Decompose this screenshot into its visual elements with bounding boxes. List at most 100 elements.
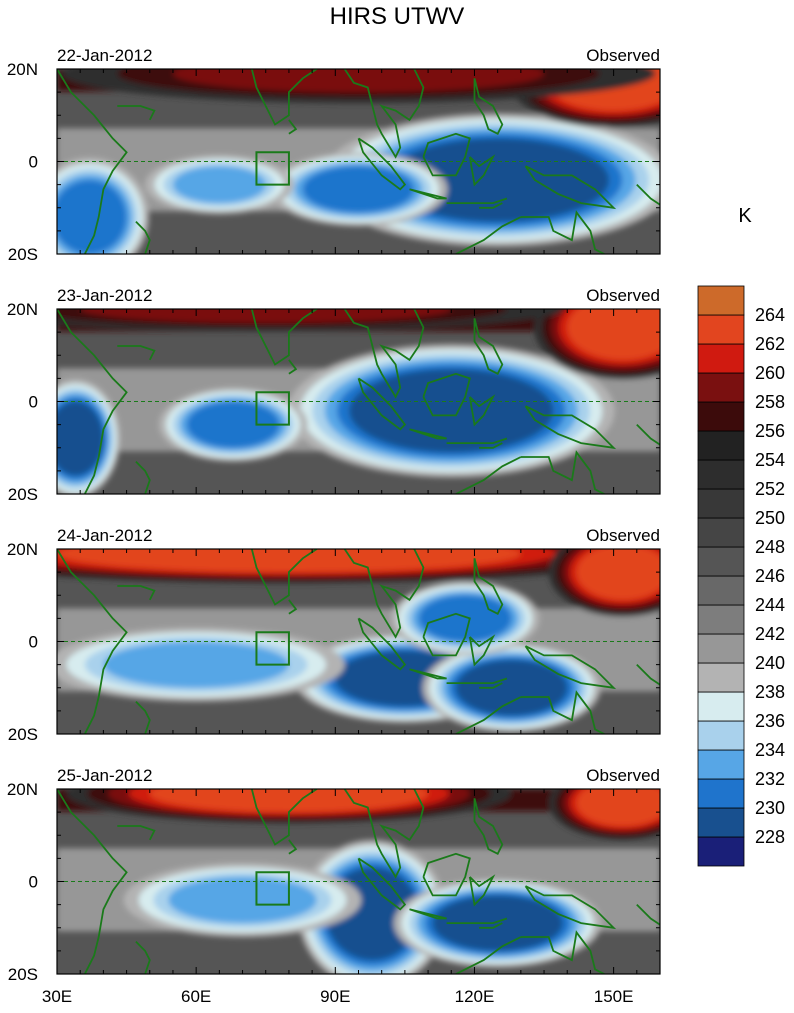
colorbar-swatch — [697, 662, 745, 693]
coastline — [357, 377, 407, 431]
coastline — [473, 558, 504, 616]
panel-date: 24-Jan-2012 — [57, 526, 152, 545]
coastline — [520, 450, 605, 494]
colorbar-label: 246 — [755, 566, 785, 586]
coastline — [250, 789, 318, 846]
dry-region-6 — [576, 549, 660, 600]
coastline — [57, 69, 128, 254]
analysis-box — [255, 151, 290, 186]
coastline — [455, 216, 522, 254]
coastline — [135, 940, 151, 974]
coastline — [343, 309, 425, 399]
coastline — [479, 922, 503, 929]
colorbar-swatch — [697, 546, 745, 577]
x-tick-label: 60E — [181, 987, 211, 1006]
coastline — [117, 105, 156, 121]
moist-region-2 — [302, 166, 415, 213]
colorbar-label: 254 — [755, 450, 785, 470]
coastline — [57, 549, 128, 734]
coastline — [446, 437, 508, 445]
colorbar-label: 242 — [755, 624, 785, 644]
colorbar-label: 230 — [755, 798, 785, 818]
colorbar-label: 244 — [755, 595, 785, 615]
panel-date: 23-Jan-2012 — [57, 286, 152, 305]
coastline — [455, 696, 522, 734]
colorbar-label: 256 — [755, 421, 785, 441]
coastline — [409, 668, 447, 680]
coastline — [446, 917, 508, 924]
coastline — [479, 682, 503, 689]
coastline — [250, 549, 318, 606]
coastline — [288, 359, 298, 375]
colorbar-label: 232 — [755, 769, 785, 789]
coastline — [117, 345, 156, 361]
moist-region-4 — [57, 180, 127, 254]
y-tick-label: 20N — [7, 540, 38, 559]
colorbar-swatch — [697, 517, 745, 548]
coastline — [173, 69, 175, 70]
colorbar-label: 236 — [755, 711, 785, 731]
colorbar-unit: K — [738, 205, 752, 227]
coastline — [357, 857, 407, 911]
coastline — [520, 210, 605, 254]
coastline — [288, 839, 298, 855]
coastline — [422, 852, 471, 897]
coastline — [446, 197, 508, 205]
colorbar-label: 260 — [755, 363, 785, 383]
figure-title: HIRS UTWV — [330, 3, 465, 30]
y-tick-label: 20S — [8, 965, 38, 984]
coastline — [288, 599, 298, 615]
coastline — [343, 789, 425, 879]
coastline — [357, 617, 407, 671]
panel-label: Observed — [586, 526, 660, 545]
analysis-box — [255, 631, 290, 666]
y-tick-label: 0 — [29, 873, 38, 892]
x-tick-label: 90E — [320, 987, 350, 1006]
coastline — [422, 372, 471, 417]
colorbar-swatch — [697, 691, 745, 722]
moist-region-3 — [172, 166, 266, 204]
map-panel-3: 20N 0 20S 24-Jan-2012 Observed — [7, 526, 661, 744]
coastline — [173, 549, 175, 550]
coastline — [524, 165, 617, 210]
coastline — [422, 612, 471, 657]
coastline — [524, 645, 617, 690]
coastlines — [57, 309, 660, 494]
colorbar-swatch — [697, 488, 745, 519]
coastline — [468, 394, 496, 427]
coastline — [173, 789, 175, 790]
colorbar-swatch — [697, 807, 745, 838]
coastline — [250, 69, 318, 126]
moist-region-1 — [349, 369, 554, 453]
coastline — [357, 137, 407, 191]
panel-date: 25-Jan-2012 — [57, 766, 152, 785]
colorbar-label: 264 — [755, 305, 785, 325]
panel-label: Observed — [586, 286, 660, 305]
dry-region-4 — [149, 789, 429, 813]
colorbar-swatch — [697, 575, 745, 606]
colorbar-swatch — [697, 633, 745, 664]
coastline — [250, 309, 318, 366]
coastline — [135, 220, 151, 254]
coastline — [455, 456, 522, 494]
x-tick-label: 30E — [42, 987, 72, 1006]
coastline — [479, 202, 503, 209]
colorbar-swatch — [697, 343, 745, 374]
coastline — [524, 405, 617, 450]
coastline — [409, 188, 447, 200]
coastline — [473, 318, 504, 376]
dry-region-5 — [576, 789, 660, 826]
coastline — [343, 549, 425, 639]
colorbar-swatch — [697, 285, 745, 316]
colorbar-swatch — [697, 836, 745, 867]
colorbar-swatch — [697, 372, 745, 403]
coastline — [409, 908, 447, 920]
colorbar-swatch — [697, 604, 745, 635]
coastline — [446, 677, 508, 684]
x-tick-label: 150E — [594, 987, 634, 1006]
dry-region-4 — [567, 309, 660, 360]
y-tick-label: 20N — [7, 780, 38, 799]
coastline — [479, 442, 503, 449]
coastline — [524, 885, 617, 930]
